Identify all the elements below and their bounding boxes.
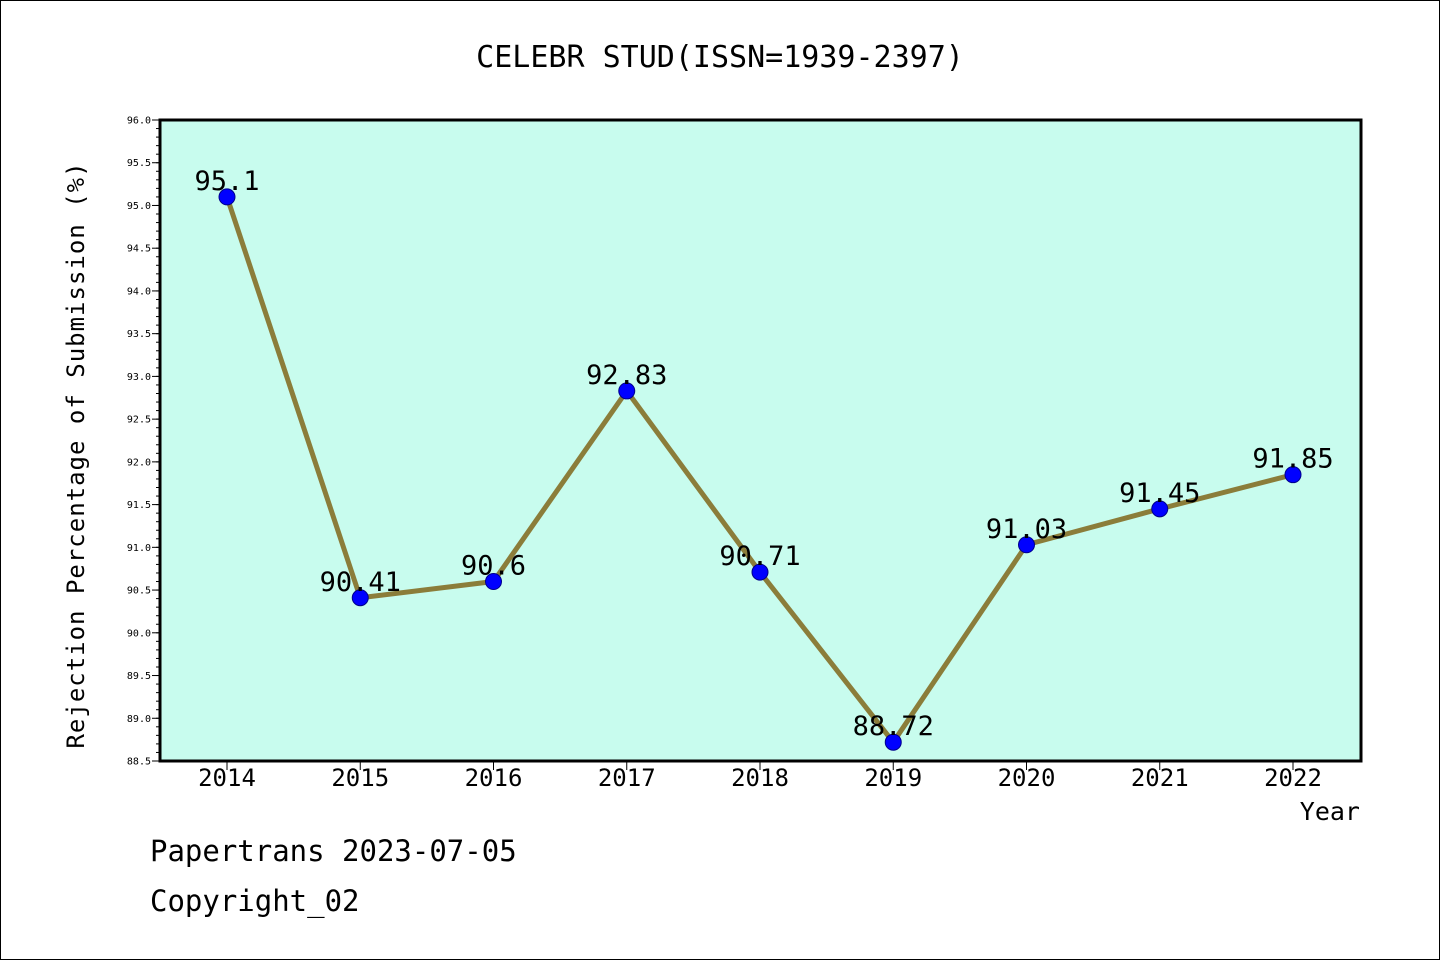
y-tick-label: 89.0 xyxy=(127,714,151,725)
y-tick-label: 88.5 xyxy=(127,757,151,768)
x-tick-label: 2016 xyxy=(465,764,523,792)
data-label: 90.6 xyxy=(461,551,526,582)
data-label: 95.1 xyxy=(194,166,259,197)
x-axis-label: Year xyxy=(1300,797,1360,826)
y-tick-label: 94.0 xyxy=(127,286,151,297)
x-tick-label: 2019 xyxy=(864,764,922,792)
x-tick-label: 2022 xyxy=(1264,764,1322,792)
y-tick-label: 95.5 xyxy=(127,158,151,169)
y-tick-label: 93.0 xyxy=(127,372,151,383)
y-tick-label: 93.5 xyxy=(127,329,151,340)
y-tick-label: 95.0 xyxy=(127,201,151,212)
plot-area xyxy=(158,118,1363,763)
data-point xyxy=(1151,500,1169,518)
data-point xyxy=(1018,536,1035,554)
y-tick-label: 92.0 xyxy=(127,457,151,468)
x-tick-label: 2018 xyxy=(731,764,789,792)
data-label: 90.41 xyxy=(320,567,401,598)
y-tick-label: 91.5 xyxy=(127,500,151,511)
data-point xyxy=(751,563,769,581)
data-label: 92.83 xyxy=(586,360,667,391)
y-axis: 88.5 89.0 89.5 90.0 90.5 91.0 91.5 92.0 92.5 93.0… xyxy=(127,116,160,768)
data-label: 90.71 xyxy=(719,541,800,572)
y-axis-label: Rejection Percentage of Submission (%) xyxy=(62,161,90,748)
x-axis: 2014 2015 2016 2017 2018 2019 2020 2021 2022 xyxy=(198,761,1322,792)
y-tick-label: 92.5 xyxy=(127,415,151,426)
y-tick-label: 89.5 xyxy=(127,671,151,682)
chart-title: CELEBR STUD(ISSN=1939-2397) xyxy=(476,40,964,75)
x-tick-label: 2020 xyxy=(998,764,1056,792)
y-tick-label: 90.5 xyxy=(127,586,151,597)
data-label: 91.45 xyxy=(1119,478,1200,509)
x-tick-label: 2014 xyxy=(198,764,256,792)
data-point xyxy=(1284,466,1302,484)
data-point xyxy=(218,188,236,206)
y-tick-label: 96.0 xyxy=(127,116,151,127)
data-label: 91.85 xyxy=(1252,444,1333,475)
data-point xyxy=(618,382,636,400)
y-tick-label: 94.5 xyxy=(127,244,151,255)
x-tick-label: 2017 xyxy=(598,764,656,792)
data-point xyxy=(485,573,502,591)
footer-date: Papertrans 2023-07-05 xyxy=(150,834,517,868)
data-point xyxy=(351,589,369,607)
x-tick-label: 2015 xyxy=(331,764,389,792)
data-label: 91.03 xyxy=(986,514,1067,545)
data-point xyxy=(884,733,902,751)
series-layer: 95.1 90.41 90.6 92.83 90.71 88.72 91.03 91.45 91… xyxy=(194,166,1334,751)
data-label: 88.72 xyxy=(853,711,934,742)
footer-copyright: Copyright_02 xyxy=(150,884,360,918)
y-tick-label: 90.0 xyxy=(127,628,151,639)
x-tick-label: 2021 xyxy=(1131,764,1189,792)
y-tick-label: 91.0 xyxy=(127,543,151,554)
